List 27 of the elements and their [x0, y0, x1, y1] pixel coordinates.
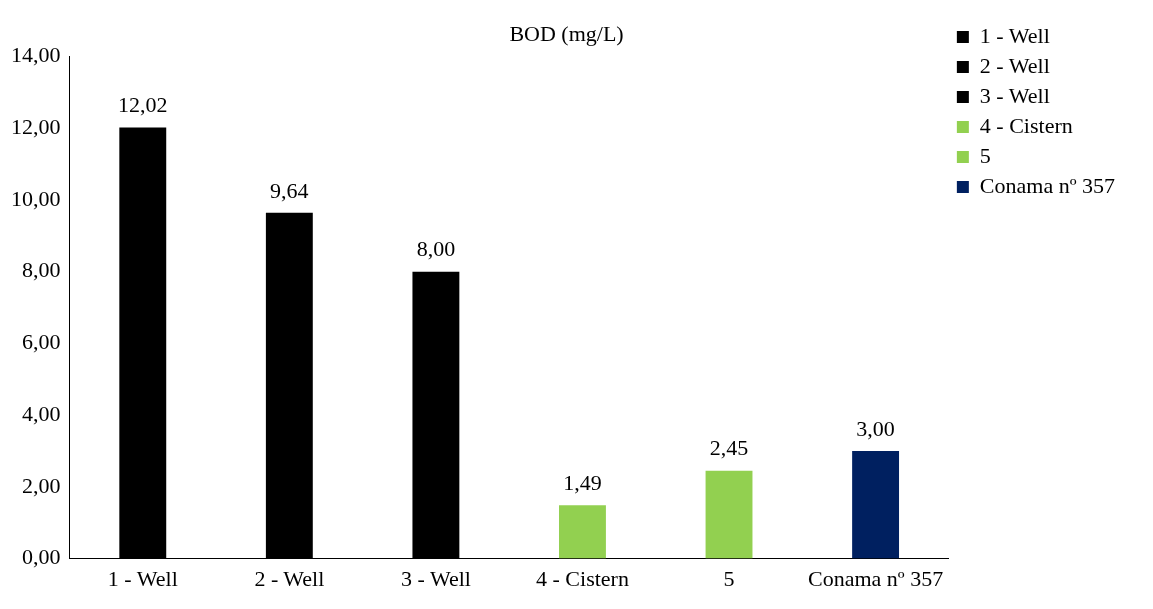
- data-label: 8,00: [416, 236, 456, 262]
- y-tick-label: 2,00: [22, 472, 61, 498]
- x-tick-label: 3 - Well: [400, 565, 471, 591]
- legend-label: 1 - Well: [979, 22, 1050, 48]
- x-tick-label: 5: [723, 565, 735, 591]
- x-tick-label: Conama nº 357: [808, 565, 944, 591]
- y-tick-label: 14,00: [11, 42, 61, 68]
- legend-label: 3 - Well: [979, 82, 1050, 108]
- y-tick-label: 10,00: [11, 185, 61, 211]
- y-tick-label: 6,00: [22, 329, 61, 355]
- x-tick-label: 2 - Well: [254, 565, 325, 591]
- legend-label: Conama nº 357: [979, 172, 1115, 198]
- data-label: 1,49: [563, 469, 602, 495]
- y-tick-label: 0,00: [22, 544, 61, 570]
- x-tick-label: 4 - Cistern: [536, 565, 629, 591]
- x-tick-label: 1 - Well: [107, 565, 178, 591]
- y-tick-label: 8,00: [22, 257, 61, 283]
- legend-label: 5: [979, 142, 991, 168]
- legend-label: 2 - Well: [979, 52, 1050, 78]
- data-label: 3,00: [856, 415, 895, 441]
- y-tick-label: 12,00: [11, 113, 61, 139]
- data-label: 12,02: [118, 92, 168, 118]
- legend-label: 4 - Cistern: [979, 112, 1073, 138]
- data-label: 9,64: [270, 177, 309, 203]
- data-label: 2,45: [709, 435, 749, 461]
- y-tick-label: 4,00: [22, 400, 61, 426]
- chart-title: BOD (mg/L): [509, 20, 624, 46]
